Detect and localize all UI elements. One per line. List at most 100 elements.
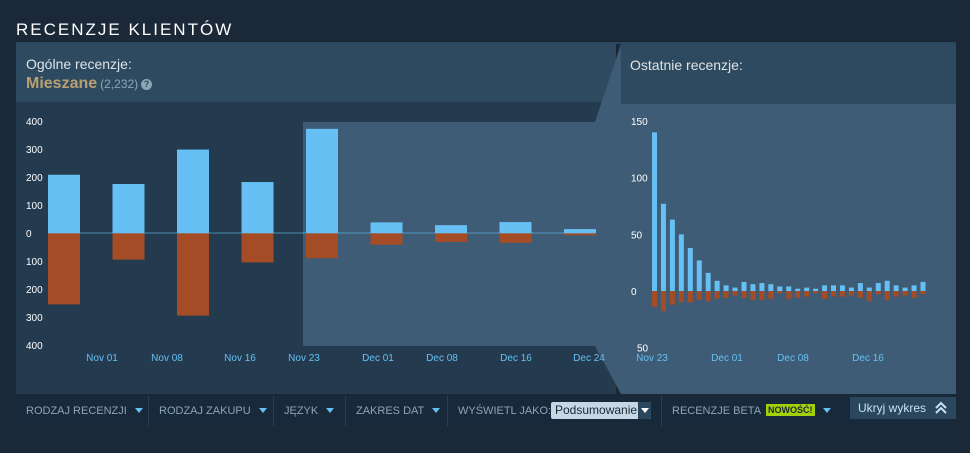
overall-chart[interactable]: 400 300 200 100 0 100 200 300 400 Nov 01 Nov 08 Nov… bbox=[26, 44, 621, 394]
negative-bar bbox=[732, 291, 738, 296]
x-tick-label: Nov 08 bbox=[151, 353, 183, 364]
filter-date-range-label: ZAKRES DAT bbox=[356, 405, 425, 417]
positive-bar bbox=[884, 280, 890, 291]
x-tick-label: Nov 16 bbox=[224, 353, 256, 364]
y-tick-label: 300 bbox=[26, 313, 43, 324]
positive-bar bbox=[732, 287, 738, 291]
y-tick-label: 400 bbox=[26, 117, 43, 128]
positive-bar bbox=[241, 182, 274, 233]
positive-bar bbox=[911, 285, 917, 291]
negative-bar bbox=[177, 233, 209, 316]
negative-bar bbox=[370, 233, 403, 245]
y-tick-label: 50 bbox=[637, 344, 649, 355]
positive-bar bbox=[435, 225, 467, 233]
positive-bar bbox=[696, 260, 702, 291]
recent-reviews-label: Ostatnie recenzje: bbox=[630, 57, 743, 73]
negative-bar bbox=[306, 233, 338, 259]
negative-bar bbox=[893, 291, 899, 297]
review-filters-bar: RODZAJ RECENZJI RODZAJ ZAKUPU JĘZYK ZAKR… bbox=[16, 396, 956, 426]
negative-bar bbox=[902, 291, 908, 296]
y-tick-label: 150 bbox=[631, 117, 648, 128]
negative-bar bbox=[652, 291, 657, 307]
positive-bar bbox=[866, 287, 872, 291]
positive-bar bbox=[759, 283, 765, 291]
overall-reviews-label: Ogólne recenzje: bbox=[26, 56, 132, 72]
negative-bar bbox=[499, 233, 532, 243]
recent-reviews-header: Ostatnie recenzje: bbox=[621, 44, 956, 104]
y-tick-label: 0 bbox=[631, 287, 637, 298]
positive-bar bbox=[839, 285, 845, 291]
chevron-down-icon bbox=[134, 408, 143, 413]
filter-review-type[interactable]: RODZAJ RECENZJI bbox=[16, 396, 149, 426]
y-tick-label: 200 bbox=[26, 173, 43, 184]
negative-bar bbox=[687, 291, 693, 303]
positive-bar bbox=[831, 285, 836, 291]
positive-bar bbox=[795, 288, 801, 291]
y-tick-label: 100 bbox=[631, 174, 648, 185]
section-title: RECENZJE KLIENTÓW bbox=[16, 20, 234, 39]
negative-bar bbox=[669, 291, 675, 305]
negative-bar bbox=[884, 291, 890, 301]
negative-bar bbox=[723, 291, 729, 298]
y-tick-label: 400 bbox=[26, 341, 43, 352]
filter-display-as: WYŚWIETL JAKO: bbox=[448, 396, 662, 426]
negative-bar bbox=[48, 233, 80, 305]
positive-bar bbox=[499, 222, 532, 233]
filter-beta[interactable]: RECENZJE BETA NOWOŚĆ! bbox=[662, 396, 850, 426]
positive-bar bbox=[741, 281, 747, 291]
positive-bar bbox=[48, 174, 80, 233]
y-tick-label: 0 bbox=[26, 229, 32, 240]
positive-bar bbox=[750, 284, 756, 291]
negative-bar bbox=[920, 291, 926, 295]
positive-bar bbox=[813, 288, 819, 291]
negative-bar bbox=[777, 291, 783, 294]
positive-bar bbox=[687, 247, 693, 291]
positive-bar bbox=[893, 285, 899, 291]
title-divider bbox=[16, 42, 956, 44]
filter-display-as-label: WYŚWIETL JAKO: bbox=[458, 405, 552, 417]
y-tick-label: 50 bbox=[631, 230, 643, 241]
y-tick-label: 100 bbox=[26, 257, 43, 268]
overall-rating: Mieszane (2,232)? bbox=[26, 75, 153, 93]
filter-purchase-type[interactable]: RODZAJ ZAKUPU bbox=[149, 396, 274, 426]
filter-date-range[interactable]: ZAKRES DAT bbox=[346, 396, 448, 426]
display-as-select[interactable]: Podsumowanie bbox=[551, 402, 651, 419]
negative-bar bbox=[696, 291, 702, 301]
x-tick-label: Dec 24 bbox=[573, 353, 605, 364]
chevron-down-icon bbox=[258, 408, 267, 413]
overall-rating-text: Mieszane bbox=[26, 75, 98, 92]
filter-language[interactable]: JĘZYK bbox=[274, 396, 346, 426]
positive-bar bbox=[857, 283, 863, 291]
positive-bar bbox=[920, 281, 926, 291]
positive-bar bbox=[804, 287, 810, 291]
help-icon[interactable]: ? bbox=[141, 79, 153, 90]
positive-bar bbox=[705, 272, 711, 291]
positive-bar bbox=[902, 287, 908, 291]
positive-bar bbox=[848, 287, 854, 291]
negative-bar bbox=[660, 291, 666, 312]
negative-bar bbox=[839, 291, 845, 297]
x-tick-label: Dec 16 bbox=[852, 353, 884, 364]
x-tick-label: Dec 16 bbox=[500, 353, 532, 364]
x-tick-label: Dec 08 bbox=[426, 353, 458, 364]
positive-bar bbox=[660, 203, 666, 291]
positive-bar bbox=[652, 132, 657, 291]
new-badge: NOWOŚĆ! bbox=[766, 404, 815, 416]
x-tick-label: Dec 08 bbox=[777, 353, 809, 364]
negative-bar bbox=[759, 291, 765, 301]
filter-language-label: JĘZYK bbox=[284, 405, 319, 417]
positive-bar bbox=[177, 149, 209, 233]
negative-bar bbox=[768, 291, 774, 299]
negative-bar bbox=[705, 291, 711, 302]
positive-bar bbox=[370, 222, 403, 233]
negative-bar bbox=[857, 291, 863, 298]
hide-chart-button[interactable]: Ukryj wykres bbox=[850, 397, 956, 419]
negative-bar bbox=[786, 291, 792, 299]
x-tick-label: Nov 23 bbox=[288, 353, 320, 364]
chevron-down-icon bbox=[638, 402, 651, 419]
negative-bar bbox=[435, 233, 467, 242]
x-tick-label: Nov 23 bbox=[636, 353, 668, 364]
positive-bar bbox=[306, 128, 338, 233]
negative-bar bbox=[831, 291, 836, 297]
